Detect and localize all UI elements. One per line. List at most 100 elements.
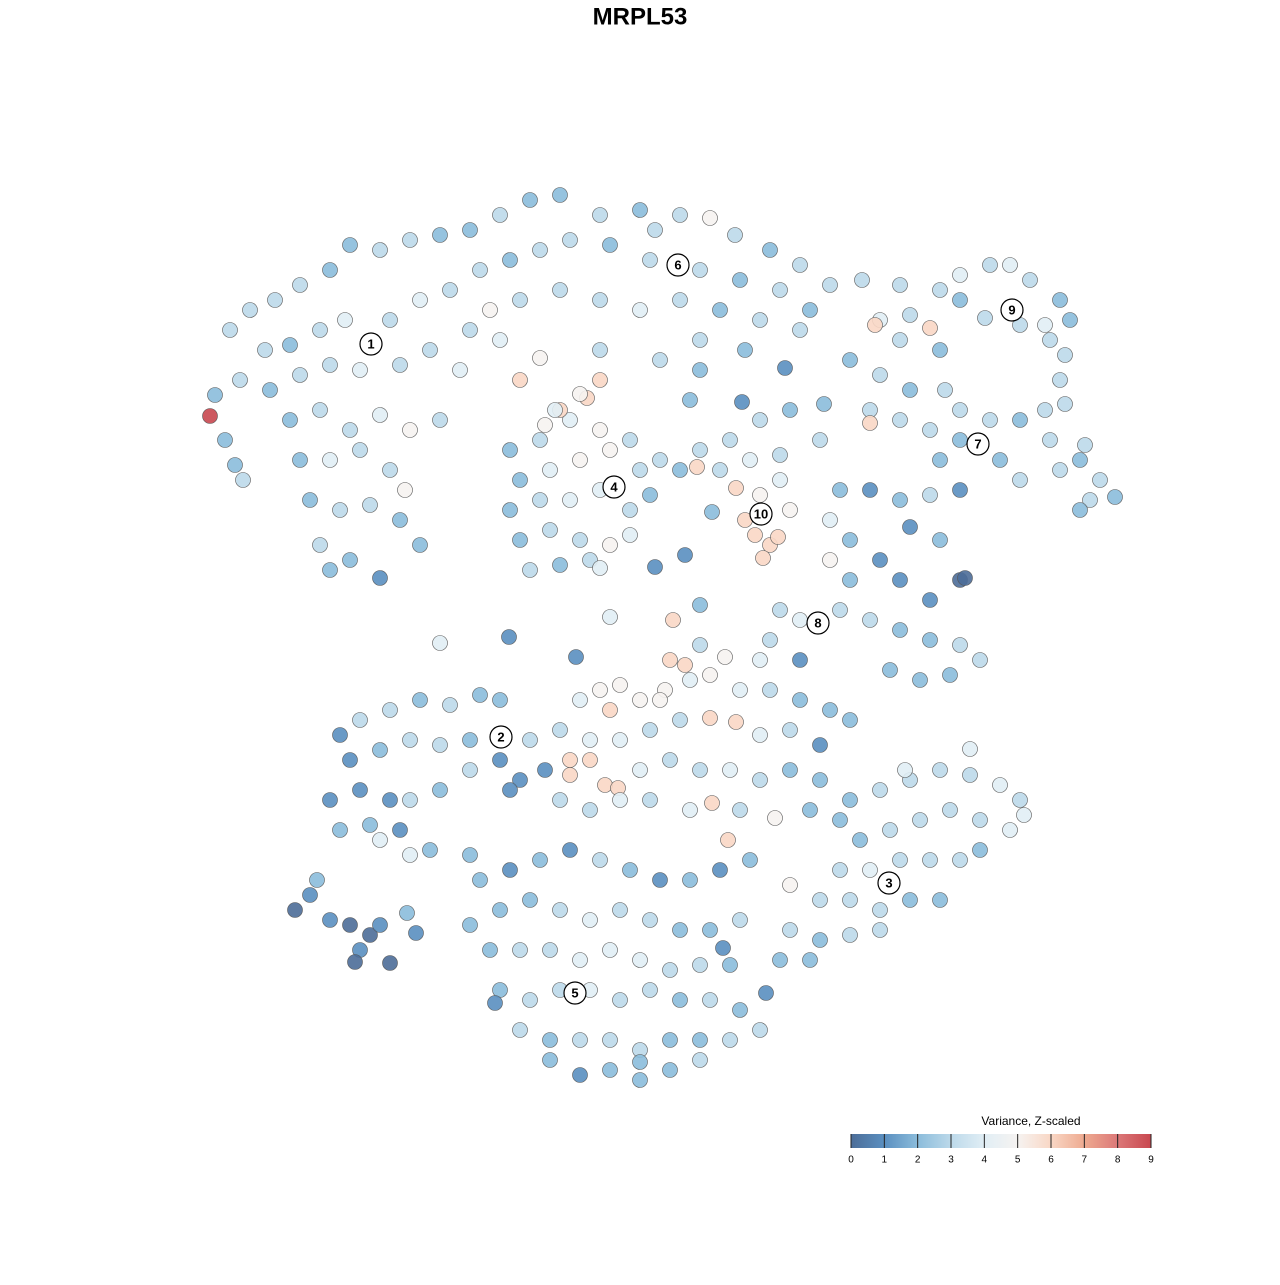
point	[992, 777, 1008, 793]
point	[842, 352, 858, 368]
point	[872, 922, 888, 938]
point	[622, 502, 638, 518]
point	[502, 782, 518, 798]
point	[492, 207, 508, 223]
point	[362, 927, 378, 943]
point	[602, 1062, 618, 1078]
point	[382, 462, 398, 478]
point	[512, 942, 528, 958]
point	[602, 237, 618, 253]
point	[235, 472, 251, 488]
point	[432, 412, 448, 428]
point	[572, 692, 588, 708]
point	[692, 957, 708, 973]
point	[792, 692, 808, 708]
point	[642, 252, 658, 268]
point	[342, 422, 358, 438]
point	[872, 367, 888, 383]
point	[722, 1032, 738, 1048]
point	[502, 862, 518, 878]
cluster-label: 2	[497, 729, 504, 744]
legend-title: Variance, Z-scaled	[981, 1114, 1080, 1128]
cluster-label: 9	[1008, 302, 1015, 317]
cluster-badge	[602, 475, 626, 499]
point	[1072, 502, 1088, 518]
point	[842, 712, 858, 728]
point	[612, 677, 628, 693]
point	[647, 559, 663, 575]
point	[632, 302, 648, 318]
point	[402, 792, 418, 808]
point	[542, 462, 558, 478]
point	[682, 672, 698, 688]
point	[962, 767, 978, 783]
point	[952, 432, 968, 448]
point	[892, 277, 908, 293]
point	[1012, 792, 1028, 808]
point	[1092, 472, 1108, 488]
point	[502, 252, 518, 268]
point	[702, 667, 718, 683]
point	[862, 862, 878, 878]
colorbar-tick-label: 1	[882, 1155, 888, 1166]
point	[722, 957, 738, 973]
point	[742, 852, 758, 868]
point	[1012, 472, 1028, 488]
point	[592, 422, 608, 438]
point	[692, 332, 708, 348]
point	[892, 412, 908, 428]
point	[402, 732, 418, 748]
point	[812, 737, 828, 753]
point	[207, 387, 223, 403]
point	[632, 1072, 648, 1088]
point	[322, 912, 338, 928]
point	[712, 462, 728, 478]
point	[812, 892, 828, 908]
cluster-label: 5	[571, 985, 578, 1000]
cluster-badge	[877, 871, 901, 895]
point	[632, 462, 648, 478]
point	[242, 302, 258, 318]
point	[412, 292, 428, 308]
point	[932, 282, 948, 298]
point	[552, 792, 568, 808]
point	[732, 1002, 748, 1018]
point	[227, 457, 243, 473]
point	[832, 862, 848, 878]
point	[662, 962, 678, 978]
point	[642, 792, 658, 808]
point	[922, 320, 938, 336]
point	[1012, 412, 1028, 428]
point	[287, 902, 303, 918]
point	[332, 727, 348, 743]
point	[712, 302, 728, 318]
point	[512, 1022, 528, 1038]
point	[652, 452, 668, 468]
point	[372, 570, 388, 586]
point	[772, 602, 788, 618]
point	[972, 842, 988, 858]
point	[742, 452, 758, 468]
point	[482, 302, 498, 318]
point	[267, 292, 283, 308]
point	[612, 992, 628, 1008]
point	[522, 732, 538, 748]
point	[732, 682, 748, 698]
point	[702, 210, 718, 226]
point	[202, 408, 218, 424]
point	[752, 727, 768, 743]
point	[572, 452, 588, 468]
point	[952, 637, 968, 653]
point	[399, 905, 415, 921]
point	[622, 527, 638, 543]
point	[352, 362, 368, 378]
point	[892, 852, 908, 868]
point	[672, 922, 688, 938]
point	[282, 337, 298, 353]
point	[572, 952, 588, 968]
point	[292, 367, 308, 383]
point	[362, 817, 378, 833]
point	[952, 852, 968, 868]
